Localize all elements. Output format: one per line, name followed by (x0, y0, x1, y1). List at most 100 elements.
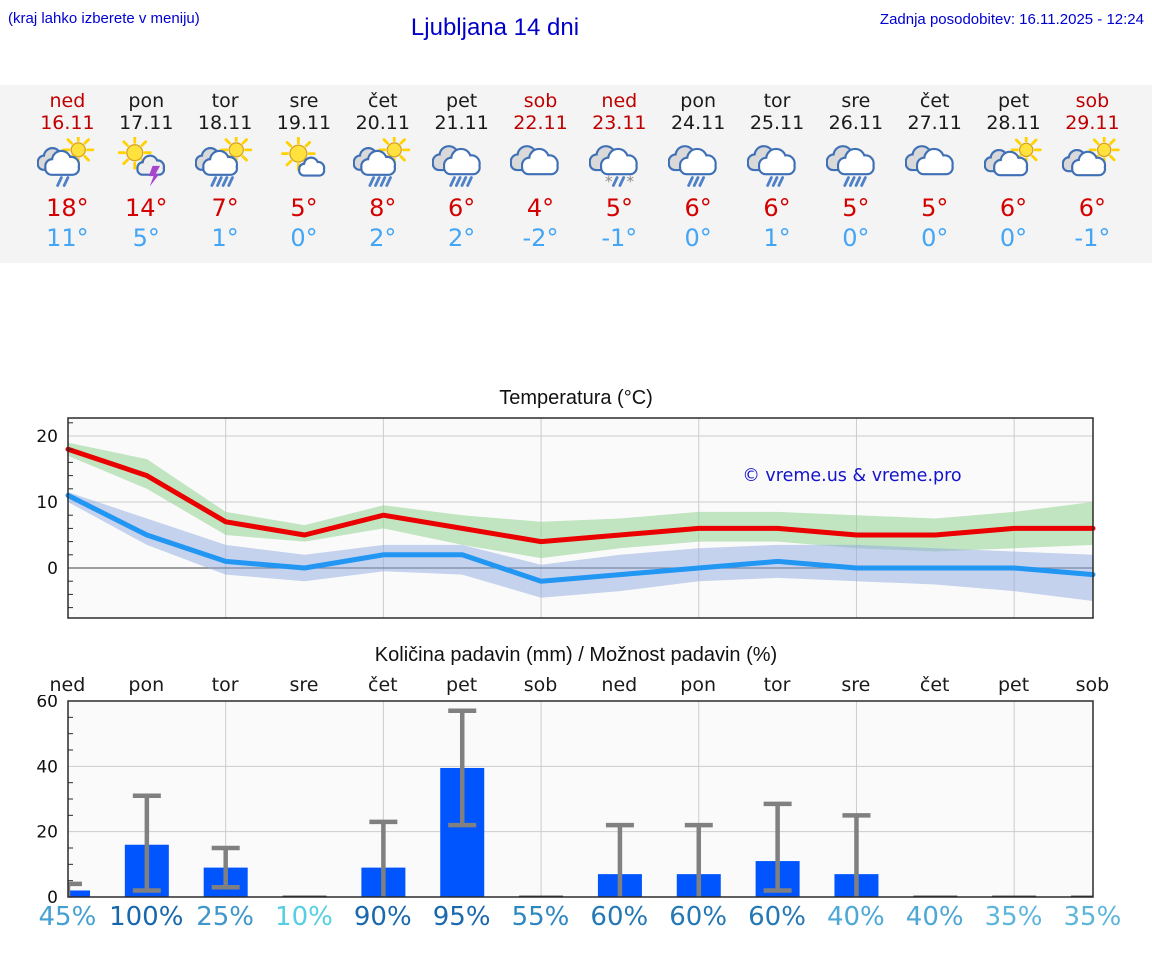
day-name: pet (446, 90, 478, 112)
precip-probability: 55% (511, 902, 570, 932)
precip-day-label: tor (763, 674, 791, 696)
temperature-chart-title: Temperatura (°C) (499, 387, 653, 409)
watermark: © vreme.us & vreme.pro (742, 466, 961, 486)
precip-day-label: pon (680, 674, 717, 696)
day-date: 17.11 (119, 112, 174, 134)
day-date: 27.11 (907, 112, 962, 134)
svg-text:10: 10 (36, 493, 58, 513)
precip-probability-row: 45% 100% 25% 10% 90% 95% 55% 60% 60% 60% 40% 40% 35%… (28, 901, 1132, 933)
clouds-icon (510, 145, 560, 176)
day-name: ned (49, 90, 86, 112)
weather-icon-box (186, 134, 265, 192)
forecast-day-column: pon 17.11 14° 5° (107, 85, 186, 253)
precip-day-label: sob (1075, 674, 1110, 696)
min-temp: 0° (999, 224, 1028, 252)
precip-day-label: ned (49, 674, 86, 696)
min-temp: -1° (1074, 224, 1111, 252)
location-menu-link[interactable]: (kraj lahko izberete v meniju) (8, 10, 200, 27)
sun-cloud-rain4-icon (195, 137, 253, 187)
max-temp: 6° (684, 194, 712, 222)
sun-smallcloud-icon (280, 137, 326, 177)
max-temp: 8° (369, 194, 397, 222)
sun-cloud-rain4-icon (352, 137, 410, 187)
precip-day-label: čet (919, 674, 950, 696)
weather-icon-box (738, 134, 817, 192)
clouds-rain4-icon (431, 145, 481, 187)
max-temp: 6° (448, 194, 476, 222)
clouds-sleet-icon: * * (589, 145, 639, 189)
precip-probability: 90% (353, 902, 412, 932)
sun-clouds-icon (1062, 137, 1121, 177)
weather-icon-box (28, 134, 107, 192)
svg-text:20: 20 (36, 823, 58, 843)
sun-clouds-icon (983, 137, 1042, 177)
forecast-columns: ned 16.11 18° 11° pon 17.11 14° 5° tor 18.11 7° 1° s… (28, 85, 1132, 253)
precip-day-label: pet (997, 674, 1030, 696)
forecast-day-column: pon 24.11 6° 0° (659, 85, 738, 253)
forecast-day-column: sre 19.11 5° 0° (265, 85, 344, 253)
svg-text:20: 20 (36, 427, 58, 447)
forecast-day-column: sob 29.11 6° -1° (1053, 85, 1132, 253)
day-name: čet (919, 90, 950, 112)
precip-probability: 100% (109, 902, 184, 932)
day-name: tor (763, 90, 791, 112)
precip-probability: 40% (905, 902, 964, 932)
day-date: 29.11 (1065, 112, 1120, 134)
day-date: 28.11 (986, 112, 1041, 134)
weather-icon-box (422, 134, 501, 192)
max-temp: 6° (1078, 194, 1107, 222)
day-name: tor (211, 90, 239, 112)
weather-icon-box (343, 134, 422, 192)
max-temp: 5° (921, 194, 949, 222)
forecast-day-column: pet 21.11 6° 2° (422, 85, 501, 253)
precip-day-label: sre (289, 674, 319, 696)
day-name: čet (368, 90, 398, 112)
min-temp: 0° (684, 224, 712, 252)
forecast-day-column: tor 25.11 6° 1° (738, 85, 817, 253)
day-date: 20.11 (355, 112, 410, 134)
weather-icon-box (816, 134, 895, 192)
day-date: 26.11 (828, 112, 884, 134)
forecast-day-column: ned 16.11 18° 11° (28, 85, 107, 253)
precipitation-chart-title: Količina padavin (mm) / Možnost padavin … (374, 644, 778, 666)
min-temp: 11° (46, 224, 89, 252)
forecast-day-column: pet 28.11 6° 0° (974, 85, 1053, 253)
precip-probability: 25% (196, 902, 254, 932)
clouds-rain3-icon (668, 145, 717, 187)
clouds-rain4-icon (825, 145, 875, 187)
precip-probability: 60% (748, 902, 806, 932)
day-date: 18.11 (197, 112, 253, 134)
precip-day-label: ned (601, 674, 638, 696)
weather-icon-box (265, 134, 344, 192)
weather-icon-box (974, 134, 1053, 192)
min-temp: 2° (448, 224, 476, 252)
day-date: 22.11 (513, 112, 568, 134)
precip-day-labels: ned pon tor sre čet pet sob ned pon tor sre čet pet s… (28, 674, 1132, 696)
weather-icon-box (895, 134, 974, 192)
max-temp: 5° (842, 194, 870, 222)
precip-probability: 35% (984, 902, 1043, 932)
min-temp: 0° (842, 224, 870, 252)
day-name: sre (841, 90, 871, 112)
precipitation-chart: 0 20 40 60 (36, 695, 1094, 905)
forecast-day-column: tor 18.11 7° 1° (186, 85, 265, 253)
svg-text:*: * (605, 172, 613, 189)
day-name: pon (680, 90, 717, 112)
precip-probability: 40% (826, 902, 885, 932)
weather-icon-box (501, 134, 580, 192)
weather-icon-box (659, 134, 738, 192)
day-name: pon (128, 90, 165, 112)
day-date: 16.11 (40, 112, 95, 134)
clouds-icon (904, 145, 954, 176)
clouds-rain3-icon (747, 145, 796, 187)
svg-text:0: 0 (47, 888, 58, 905)
day-name: pet (997, 90, 1030, 112)
min-temp: 5° (132, 224, 160, 252)
sun-cloud-rain2-icon (37, 137, 95, 187)
day-name: sob (1075, 90, 1110, 112)
day-name: ned (601, 90, 638, 112)
precip-probability: 60% (669, 902, 728, 932)
max-temp: 6° (999, 194, 1028, 222)
precip-probability: 60% (590, 902, 649, 932)
